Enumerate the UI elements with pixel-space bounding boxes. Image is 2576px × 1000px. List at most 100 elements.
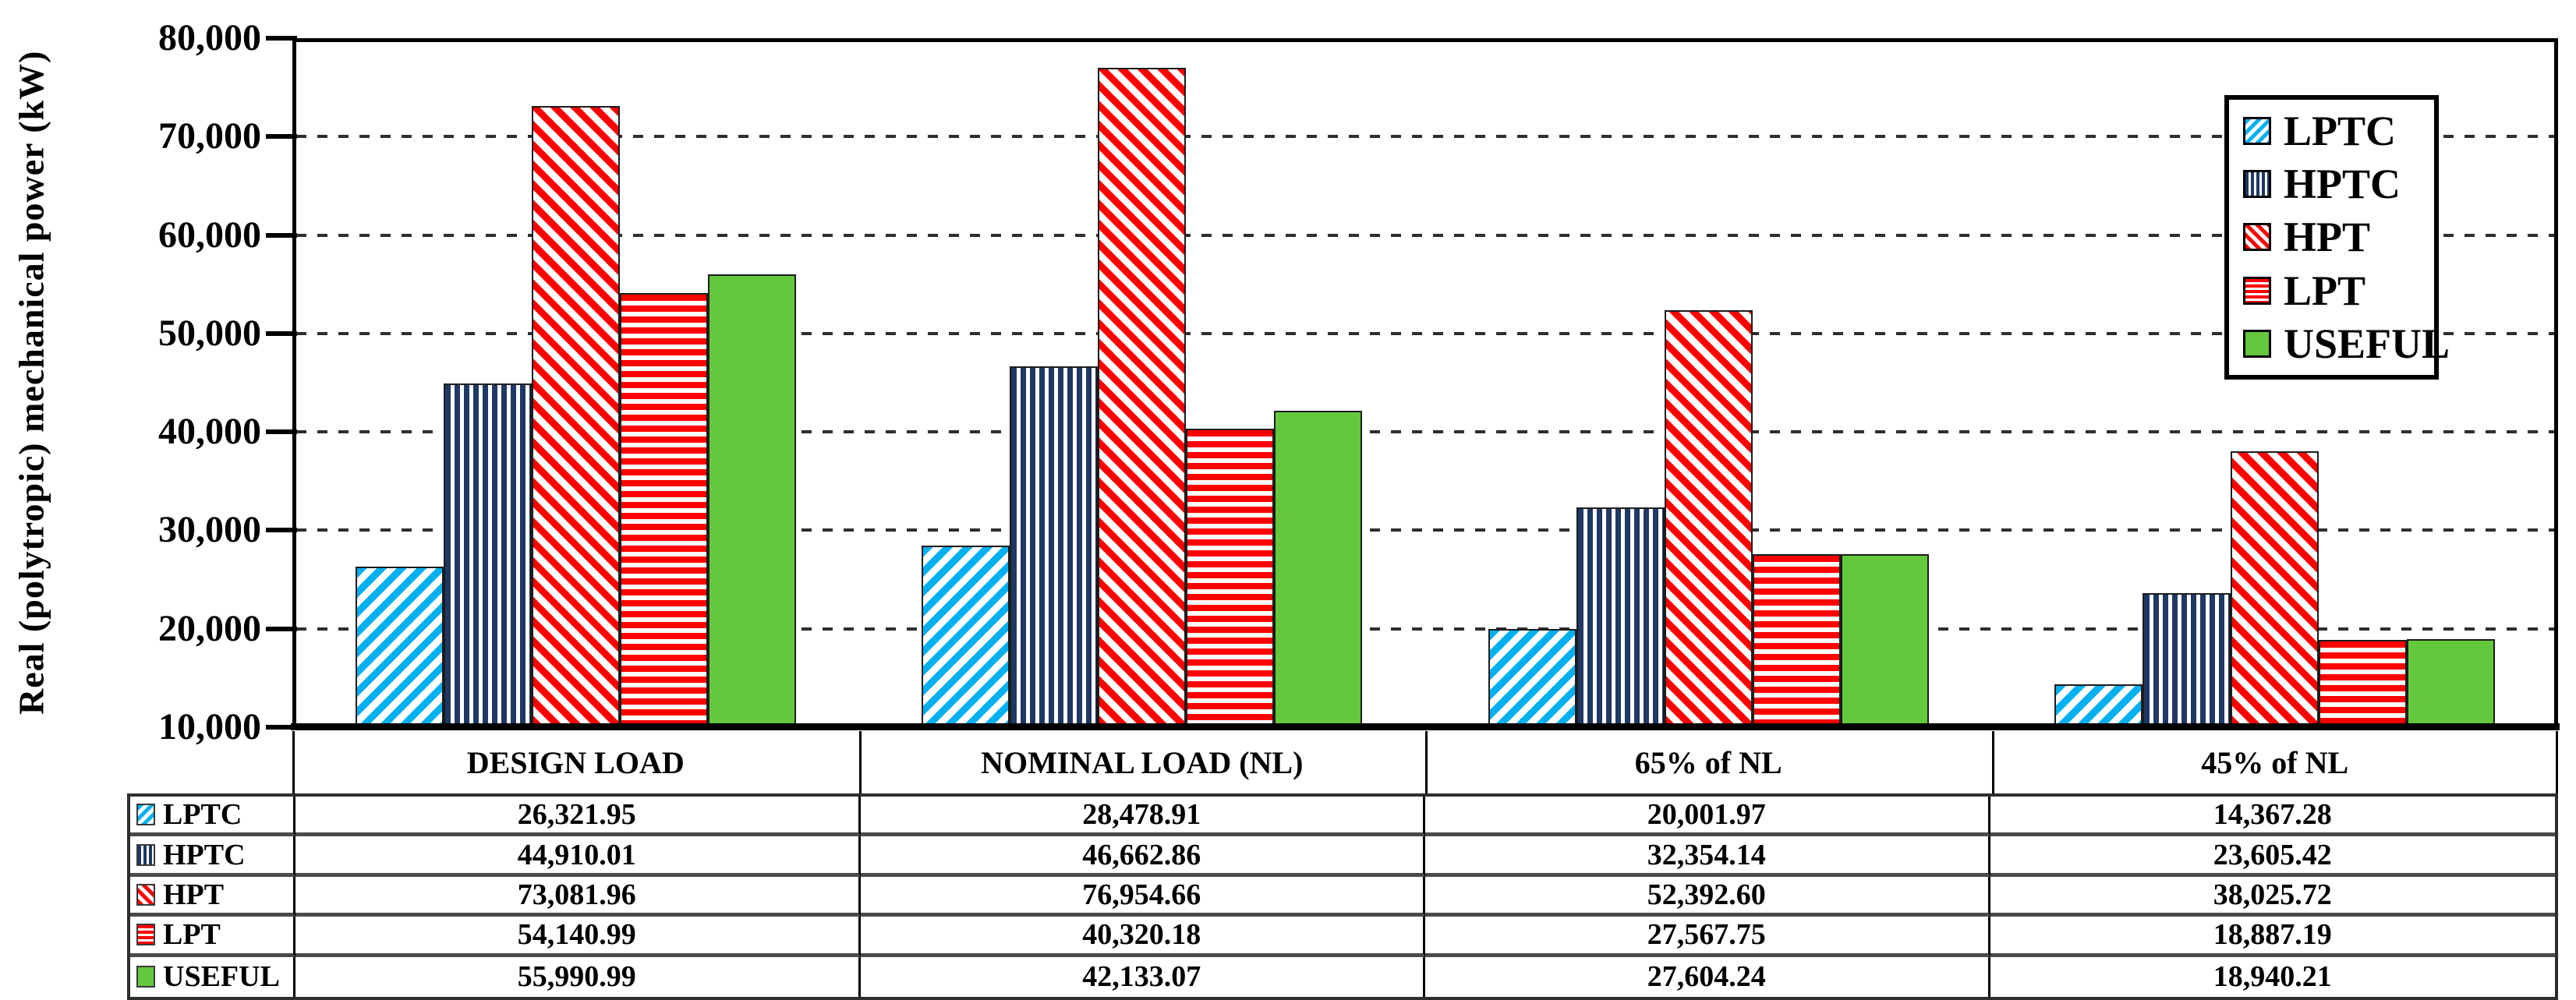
legend-label: HPTC <box>2284 161 2401 208</box>
legend-swatch-diagonal-down-red-icon <box>2243 223 2271 252</box>
legend-item-HPT: HPT <box>2243 216 2434 258</box>
bar-USEFUL-DESIGN LOAD <box>707 274 796 727</box>
bar-HPTC-65% of NL <box>1576 507 1665 727</box>
x-axis-line <box>291 723 2560 730</box>
category-separator <box>2556 731 2558 793</box>
gridline-20000 <box>296 627 2554 631</box>
bar-USEFUL-45% of NL <box>2407 639 2496 727</box>
bar-HPT-65% of NL <box>1664 309 1753 727</box>
y-tick-label: 70,000 <box>158 115 261 157</box>
plot-frame-top <box>292 38 2558 42</box>
category-separator <box>1425 731 1428 793</box>
category-separator <box>292 731 295 793</box>
table-row-header-HPTC: HPTC <box>130 836 295 877</box>
legend-label: LPTC <box>2284 108 2397 155</box>
y-tick-80,000 <box>266 36 297 41</box>
y-tick-10,000 <box>266 725 297 730</box>
table-cell-HPTC-45% of NL: 23,605.42 <box>1990 836 2555 877</box>
category-label: 65% of NL <box>1634 744 1782 780</box>
legend-label: USEFUL <box>2284 320 2450 367</box>
legend-item-HPTC: HPTC <box>2243 163 2434 205</box>
category-label: NOMINAL LOAD (NL) <box>981 744 1304 780</box>
bar-LPT-45% of NL <box>2319 639 2408 727</box>
bar-HPTC-NOMINAL LOAD (NL) <box>1010 366 1099 727</box>
table-cell-LPT-DESIGN LOAD: 54,140.99 <box>295 917 861 957</box>
y-tick-label: 30,000 <box>158 509 261 551</box>
table-cell-USEFUL-65% of NL: 27,604.24 <box>1425 956 1990 997</box>
table-swatch-vertical-navy-icon <box>136 843 155 866</box>
table-cell-HPT-65% of NL: 52,392.60 <box>1425 876 1990 917</box>
category-separator <box>1991 731 1994 793</box>
table-cell-LPT-45% of NL: 18,887.19 <box>1990 917 2555 957</box>
legend-item-LPTC: LPTC <box>2243 110 2434 152</box>
legend-label: HPT <box>2284 214 2371 261</box>
table-row-header-LPT: LPT <box>130 917 295 957</box>
bar-LPT-NOMINAL LOAD (NL) <box>1186 429 1275 727</box>
table-cell-LPT-NOMINAL LOAD (NL): 40,320.18 <box>860 917 1425 957</box>
category-separator <box>858 731 862 793</box>
plot-frame-right <box>2554 38 2558 727</box>
table-series-name: LPT <box>163 918 221 952</box>
table-cell-HPT-NOMINAL LOAD (NL): 76,954.66 <box>860 876 1425 917</box>
bar-LPT-65% of NL <box>1752 554 1841 727</box>
y-tick-label: 80,000 <box>158 17 261 58</box>
bar-USEFUL-NOMINAL LOAD (NL) <box>1274 411 1363 727</box>
y-axis-line <box>292 38 296 727</box>
table-row-header-USEFUL: USEFUL <box>130 956 295 997</box>
table-cell-LPTC-DESIGN LOAD: 26,321.95 <box>295 797 861 837</box>
y-tick-label: 20,000 <box>158 607 261 649</box>
bar-LPTC-45% of NL <box>2054 684 2143 727</box>
table-series-name: HPTC <box>163 838 246 871</box>
legend: LPTC HPTC HPT LPT USEFUL <box>2224 95 2450 380</box>
y-tick-30,000 <box>266 528 297 533</box>
bar-USEFUL-65% of NL <box>1840 553 1929 727</box>
legend-item-LPT: LPT <box>2243 270 2434 312</box>
bar-LPTC-65% of NL <box>1488 628 1576 727</box>
y-tick-40,000 <box>266 429 297 435</box>
bar-HPT-DESIGN LOAD <box>531 106 620 727</box>
table-cell-USEFUL-DESIGN LOAD: 55,990.99 <box>295 956 861 997</box>
table-row-header-LPTC: LPTC <box>130 797 295 837</box>
table-cell-USEFUL-NOMINAL LOAD (NL): 42,133.07 <box>860 956 1425 997</box>
gridline-40000 <box>296 430 2554 434</box>
gridline-30000 <box>296 528 2554 532</box>
gridline-50000 <box>296 331 2554 335</box>
table-swatch-diagonal-up-cyan-icon <box>136 804 155 826</box>
legend-swatch-horizontal-red-icon <box>2243 276 2271 305</box>
table-cell-HPT-DESIGN LOAD: 73,081.96 <box>295 876 861 917</box>
data-table: LPTC 26,321.95 28,478.91 20,001.97 14,367.28… <box>127 793 2558 1000</box>
table-cell-LPTC-45% of NL: 14,367.28 <box>1990 797 2555 837</box>
table-row-header-HPT: HPT <box>130 876 295 917</box>
table-cell-LPT-65% of NL: 27,567.75 <box>1425 917 1990 957</box>
legend-item-USEFUL: USEFUL <box>2243 323 2450 365</box>
table-cell-HPTC-DESIGN LOAD: 44,910.01 <box>295 836 861 877</box>
y-tick-60,000 <box>266 232 297 238</box>
table-series-name: LPTC <box>163 798 242 832</box>
y-tick-20,000 <box>266 626 297 631</box>
legend-swatch-solid-green-icon <box>2243 329 2271 358</box>
y-tick-label: 10,000 <box>158 706 261 747</box>
table-swatch-diagonal-down-red-icon <box>136 883 155 906</box>
bar-HPTC-DESIGN LOAD <box>443 383 532 727</box>
category-axis-labels: DESIGN LOAD NOMINAL LOAD (NL) 65% of NL 45%… <box>292 731 2558 793</box>
gridline-60000 <box>296 233 2554 237</box>
table-cell-HPT-45% of NL: 38,025.72 <box>1990 876 2555 917</box>
bar-HPT-NOMINAL LOAD (NL) <box>1098 68 1187 727</box>
bar-LPT-DESIGN LOAD <box>619 292 708 727</box>
table-cell-HPTC-65% of NL: 32,354.14 <box>1425 836 1990 877</box>
table-cell-HPTC-NOMINAL LOAD (NL): 46,662.86 <box>860 836 1425 877</box>
gridline-70000 <box>296 135 2554 139</box>
table-cell-LPTC-65% of NL: 20,001.97 <box>1425 797 1990 837</box>
y-tick-label: 60,000 <box>158 214 261 256</box>
legend-label: LPT <box>2284 267 2366 314</box>
y-tick-label: 50,000 <box>158 312 261 354</box>
y-tick-label: 40,000 <box>158 411 261 453</box>
bar-LPTC-DESIGN LOAD <box>355 566 444 727</box>
legend-swatch-diagonal-up-cyan-icon <box>2243 117 2271 146</box>
table-series-name: USEFUL <box>163 960 280 994</box>
category-label: 45% of NL <box>2201 744 2349 780</box>
bar-LPTC-NOMINAL LOAD (NL) <box>922 545 1010 727</box>
category-label: DESIGN LOAD <box>466 744 685 780</box>
legend-swatch-vertical-navy-icon <box>2243 170 2271 199</box>
plot-area <box>291 38 2560 730</box>
